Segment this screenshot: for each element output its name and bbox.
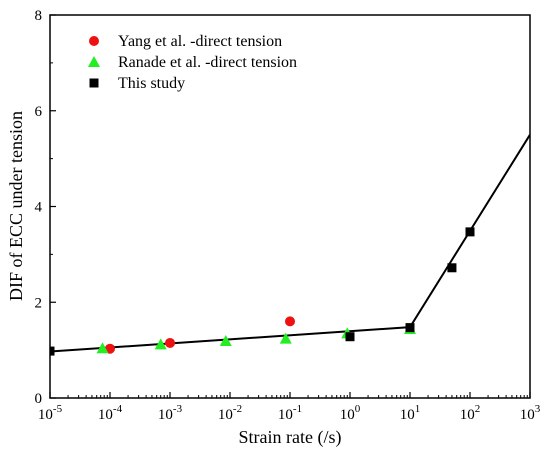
x-tick-label-4: 10-1: [278, 403, 302, 423]
legend-label-0: Yang et al. -direct tension: [118, 33, 282, 50]
axis-ticks: 10-5 10-4 10-3 10-2 10-1 100 101 102 103 0 2 4 6 8: [35, 8, 541, 423]
legend-label-2: This study: [118, 75, 185, 92]
series-0-point-0: [105, 343, 115, 354]
x-tick-label-3: 10-2: [218, 403, 242, 423]
series-1-point-0: [96, 342, 109, 354]
series-2-point-4: [465, 227, 475, 237]
y-tick-label-3: 6: [35, 104, 43, 120]
series-1-point-2: [219, 335, 232, 347]
y-tick-label-0: 0: [35, 391, 43, 407]
x-tick-label-0: 10-5: [38, 403, 63, 423]
series-1-point-3: [279, 332, 292, 344]
chart-marks: [50, 134, 530, 356]
x-tick-label-6: 101: [400, 403, 421, 423]
legend-marker-2: [89, 78, 99, 88]
series-2-point-2: [405, 323, 415, 333]
series-2-point-1: [345, 332, 355, 342]
legend-marker-0: [89, 36, 99, 46]
y-tick-label-1: 2: [35, 295, 43, 311]
legend-label-1: Ranade et al. -direct tension: [118, 54, 297, 71]
x-tick-label-2: 10-3: [158, 403, 183, 423]
y-tick-label-4: 8: [35, 8, 43, 24]
y-tick-label-2: 4: [35, 200, 43, 216]
series-2-point-0: [50, 346, 55, 356]
x-tick-label-8: 103: [520, 403, 541, 423]
series-1-point-1: [154, 338, 167, 350]
x-tick-label-7: 102: [460, 403, 481, 423]
y-axis-title: DIF of ECC under tension: [6, 111, 26, 301]
legend: Yang et al. -direct tension Ranade et al.…: [88, 33, 297, 92]
series-2-point-3: [447, 263, 457, 273]
legend-marker-1: [88, 56, 100, 67]
x-tick-label-5: 100: [340, 403, 361, 423]
series-0-point-2: [285, 316, 295, 327]
series-0-point-1: [165, 337, 175, 348]
x-axis-title: Strain rate (/s): [239, 427, 342, 448]
x-tick-label-1: 10-4: [98, 403, 123, 423]
